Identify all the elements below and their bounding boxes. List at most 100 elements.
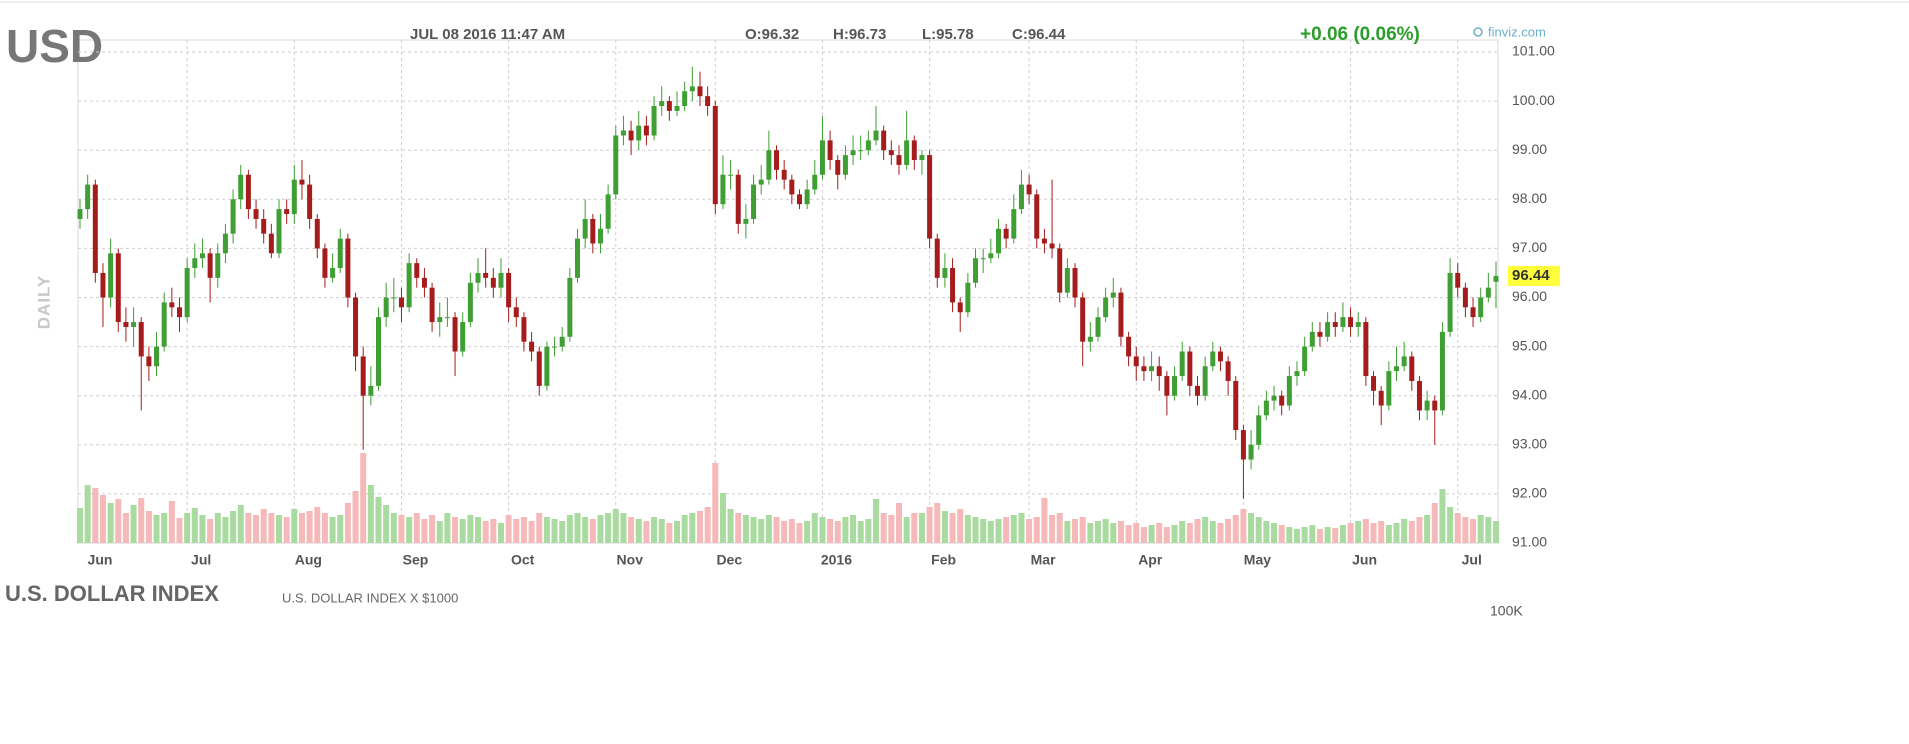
candle-body bbox=[1256, 415, 1262, 445]
volume-bar bbox=[635, 519, 642, 543]
candle-body bbox=[728, 174, 734, 176]
volume-bar bbox=[597, 515, 604, 543]
candle-body bbox=[1294, 371, 1300, 377]
candle-body bbox=[973, 258, 979, 283]
candle-body bbox=[1026, 184, 1032, 195]
candle-body bbox=[1401, 356, 1407, 367]
volume-bar bbox=[895, 503, 902, 543]
volume-bar bbox=[903, 517, 910, 543]
candle-body bbox=[1470, 307, 1476, 318]
candle-body bbox=[314, 218, 320, 249]
volume-bar bbox=[92, 488, 99, 543]
candle-body bbox=[1149, 366, 1155, 372]
candle-body bbox=[888, 150, 894, 156]
y-tick-label: 101.00 bbox=[1512, 43, 1555, 59]
candle-body bbox=[582, 218, 588, 239]
volume-bar bbox=[1477, 515, 1484, 543]
candle-body bbox=[383, 297, 389, 318]
volume-bar bbox=[230, 511, 237, 543]
volume-bar bbox=[1202, 517, 1209, 543]
candle-body bbox=[605, 194, 611, 229]
timestamp: JUL 08 2016 11:47 AM bbox=[410, 26, 565, 43]
volume-bar bbox=[1072, 519, 1079, 543]
volume-bar bbox=[1064, 521, 1071, 543]
volume-bar bbox=[666, 523, 673, 543]
volume-bar bbox=[1286, 527, 1293, 543]
candle-body bbox=[521, 317, 527, 342]
candle-body bbox=[322, 248, 328, 278]
volume-bar bbox=[207, 519, 214, 543]
candle-body bbox=[207, 253, 213, 278]
volume-bar bbox=[84, 485, 91, 543]
volume-bar bbox=[253, 515, 260, 543]
candle-body bbox=[1447, 272, 1453, 332]
volume-bar bbox=[1117, 521, 1124, 543]
volume-bar bbox=[1094, 521, 1101, 543]
volume-bar bbox=[145, 511, 152, 543]
volume-bar bbox=[1255, 517, 1262, 543]
candle-body bbox=[1210, 351, 1216, 367]
y-tick-label: 96.00 bbox=[1512, 288, 1547, 304]
candle-body bbox=[1393, 366, 1399, 372]
candle-body bbox=[950, 268, 956, 303]
volume-bar bbox=[191, 508, 198, 543]
volume-bar bbox=[1324, 527, 1331, 543]
volume-bar bbox=[1194, 519, 1201, 543]
volume-bar bbox=[589, 519, 596, 543]
volume-bar bbox=[857, 521, 864, 543]
candle-body bbox=[1340, 317, 1346, 327]
candle-body bbox=[1164, 376, 1170, 396]
candle-body bbox=[819, 140, 825, 175]
volume-bar bbox=[612, 509, 619, 543]
candle-body bbox=[100, 272, 106, 298]
volume-bar bbox=[99, 495, 106, 543]
candle-body bbox=[858, 150, 864, 152]
candle-body bbox=[123, 322, 129, 327]
candle-body bbox=[628, 130, 634, 141]
candle-body bbox=[1371, 376, 1377, 391]
candle-layer bbox=[77, 66, 1499, 499]
volume-bar bbox=[926, 507, 933, 543]
candle-body bbox=[1432, 400, 1438, 411]
candle-body bbox=[766, 150, 772, 180]
volume-bar bbox=[1271, 523, 1278, 543]
x-tick-label: Nov bbox=[617, 552, 644, 568]
x-tick-label: Apr bbox=[1138, 552, 1163, 568]
volume-bar bbox=[1408, 521, 1415, 543]
volume-bar bbox=[383, 505, 390, 543]
change: +0.06 (0.06%) bbox=[1300, 24, 1420, 45]
candle-body bbox=[789, 179, 795, 195]
volume-bar bbox=[727, 509, 734, 543]
candle-body bbox=[1126, 336, 1132, 357]
volume-bar bbox=[1232, 515, 1239, 543]
volume-bar bbox=[1401, 519, 1408, 543]
volume-bar bbox=[184, 513, 191, 543]
volume-bar bbox=[176, 518, 183, 543]
candle-body bbox=[643, 125, 649, 136]
candle-body bbox=[284, 209, 290, 215]
candle-body bbox=[85, 184, 91, 210]
volume-bar bbox=[1263, 521, 1270, 543]
volume-bar bbox=[467, 515, 474, 543]
volume-bar bbox=[1041, 498, 1048, 543]
volume-bar bbox=[452, 517, 459, 543]
candle-body bbox=[222, 233, 228, 254]
volume-bar bbox=[880, 513, 887, 543]
volume-bar bbox=[781, 521, 788, 543]
volume-bar bbox=[459, 519, 466, 543]
volume-bar bbox=[360, 453, 367, 543]
volume-bar bbox=[1378, 521, 1385, 543]
candle-body bbox=[238, 174, 244, 200]
candle-body bbox=[1286, 376, 1292, 406]
candle-body bbox=[245, 174, 251, 210]
volume-bar bbox=[1079, 517, 1086, 543]
candle-body bbox=[1018, 184, 1024, 210]
candle-body bbox=[1118, 292, 1124, 337]
x-tick-label: Jun bbox=[88, 552, 113, 568]
y-tick-label: 100.00 bbox=[1512, 92, 1555, 108]
candle-body bbox=[299, 179, 305, 185]
candle-body bbox=[177, 307, 183, 318]
volume-bar bbox=[436, 521, 443, 543]
candle-body bbox=[758, 179, 764, 185]
